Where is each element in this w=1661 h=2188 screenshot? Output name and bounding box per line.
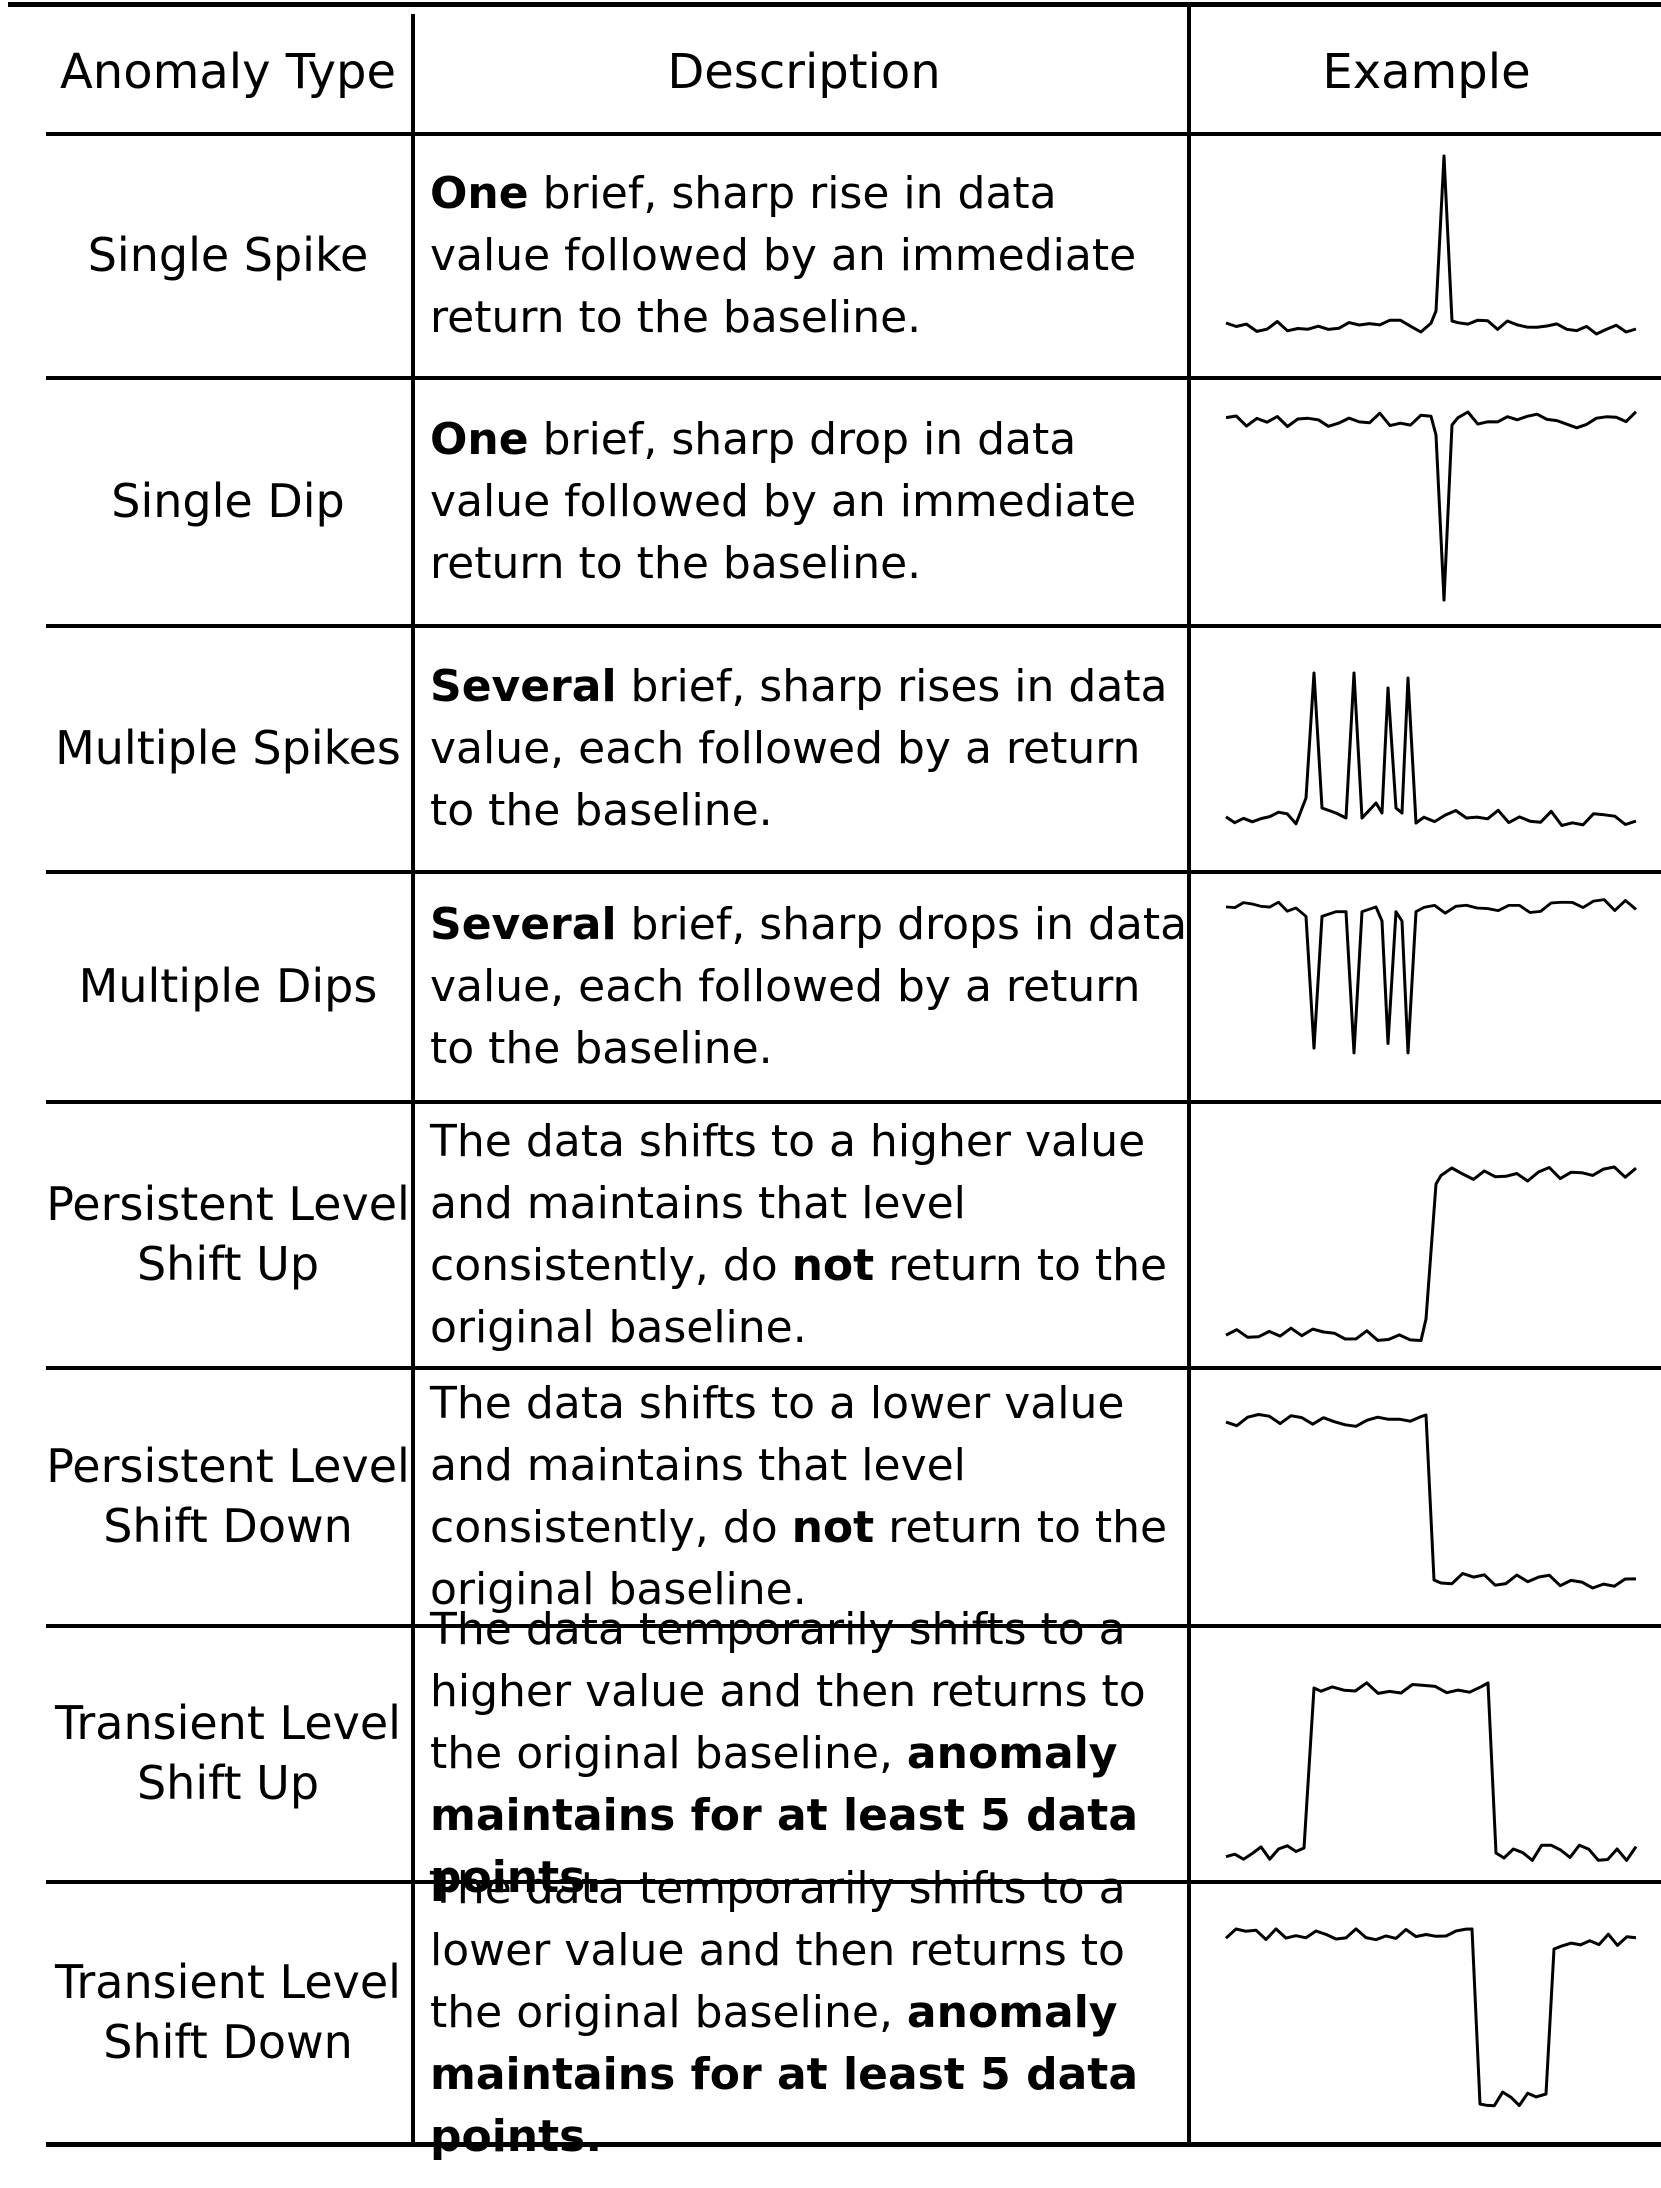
example-line-multiple-dips <box>1225 898 1638 1055</box>
description-text: One brief, sharp rise in data value foll… <box>430 163 1190 349</box>
description-text: One brief, sharp drop in data value foll… <box>430 409 1190 595</box>
column-rule-right <box>1187 2 1191 2142</box>
anomaly-type-label: Shift Up <box>136 1756 320 1810</box>
description-cell: One brief, sharp rise in data value foll… <box>430 136 1190 376</box>
example-line-single-spike <box>1225 154 1637 336</box>
description-emphasis: Several <box>430 661 617 712</box>
anomaly-type-label: Single Dip <box>111 474 345 529</box>
description-span: The data shifts to a lower value and mai… <box>430 1378 1125 1553</box>
description-text: The data temporarily shifts to a higher … <box>430 1599 1190 1909</box>
anomaly-type-cell: Transient Level Shift Down <box>40 1884 416 2142</box>
example-sparkline <box>1225 1413 1637 1590</box>
row-rule <box>46 1100 1661 1104</box>
description-span: brief, sharp drops in data value, each f… <box>430 899 1188 1074</box>
header-description: Description <box>667 44 941 100</box>
anomaly-type-cell: Single Spike <box>40 136 416 376</box>
description-span: return to the original baseline. <box>430 1502 1168 1615</box>
description-span: brief, sharp rises in data value, each f… <box>430 661 1168 836</box>
description-emphasis: One <box>430 414 529 465</box>
description-emphasis: anomaly maintains for at least 5 data po… <box>430 1987 1139 2162</box>
description-span: The data shifts to a higher value and ma… <box>430 1116 1146 1291</box>
anomaly-type-label: Shift Up <box>136 1237 320 1291</box>
description-emphasis: not <box>791 1502 875 1553</box>
description-cell: The data shifts to a higher value and ma… <box>430 1104 1190 1366</box>
header-rule <box>46 132 1661 136</box>
row-rule <box>46 376 1661 380</box>
anomaly-type-label: Multiple Spikes <box>55 721 401 776</box>
example-sparkline <box>1225 898 1638 1055</box>
example-line-transient-up <box>1225 1681 1638 1862</box>
description-emphasis: One <box>430 168 529 219</box>
row-rule <box>46 1366 1661 1370</box>
example-sparkline <box>1224 1927 1637 2108</box>
description-span: brief, sharp rise in data value followed… <box>430 168 1137 343</box>
description-text: Several brief, sharp rises in data value… <box>430 656 1190 842</box>
description-span: return to the original baseline. <box>430 1240 1168 1353</box>
description-emphasis: anomaly maintains for at least 5 data po… <box>430 1728 1139 1903</box>
example-cell <box>1196 1370 1656 1624</box>
anomaly-type-label: Transient Level <box>55 1696 401 1751</box>
anomaly-type-cell: Single Dip <box>40 380 416 624</box>
description-span: brief, sharp drop in data value followed… <box>430 414 1137 589</box>
description-text: Several brief, sharp drops in data value… <box>430 894 1190 1080</box>
column-rule-left <box>411 14 415 2142</box>
anomaly-type-label: Persistent Level <box>46 1439 410 1494</box>
row-rule <box>46 870 1661 874</box>
example-line-multiple-spikes <box>1225 671 1637 827</box>
anomaly-type-label: Multiple Dips <box>78 959 378 1014</box>
description-span: The data temporarily shifts to a higher … <box>430 1604 1146 1779</box>
header-example: Example <box>1322 44 1531 100</box>
description-cell: The data temporarily shifts to a lower v… <box>430 1863 1190 2162</box>
example-cell <box>1196 380 1656 624</box>
row-rule <box>46 624 1661 628</box>
anomaly-type-label: Shift Down <box>103 1499 353 1553</box>
anomaly-type-cell: Transient Level Shift Up <box>40 1628 416 1880</box>
description-cell: The data temporarily shifts to a higher … <box>430 1604 1190 1903</box>
description-text: The data temporarily shifts to a lower v… <box>430 1858 1190 2168</box>
row-rule <box>46 1880 1661 1884</box>
anomaly-type-cell: Multiple Spikes <box>40 628 416 870</box>
anomaly-type-label: Shift Down <box>103 2015 353 2069</box>
example-line-persistent-up <box>1225 1165 1637 1342</box>
example-cell <box>1196 1104 1656 1366</box>
row-rule <box>46 1624 1661 1628</box>
description-cell: The data shifts to a lower value and mai… <box>430 1370 1190 1624</box>
table-top-rule <box>8 2 1661 7</box>
example-line-persistent-down <box>1225 1413 1637 1590</box>
example-sparkline <box>1225 1165 1637 1342</box>
example-cell <box>1196 1884 1656 2142</box>
table-bottom-rule <box>46 2142 1661 2147</box>
example-sparkline <box>1225 671 1637 827</box>
anomaly-type-label: Transient Level <box>55 1955 401 2010</box>
description-emphasis: not <box>791 1240 875 1291</box>
anomaly-type-label: Persistent Level <box>46 1177 410 1232</box>
example-line-transient-down <box>1224 1927 1637 2108</box>
description-text: The data shifts to a lower value and mai… <box>430 1373 1190 1621</box>
description-emphasis: Several <box>430 899 617 950</box>
anomaly-type-cell: Persistent Level Shift Down <box>40 1370 416 1624</box>
description-text: The data shifts to a higher value and ma… <box>430 1111 1190 1359</box>
description-span: The data temporarily shifts to a lower v… <box>430 1863 1126 2038</box>
example-cell <box>1196 874 1656 1100</box>
example-cell <box>1196 136 1656 376</box>
example-sparkline <box>1225 410 1638 602</box>
anomaly-type-label: Single Spike <box>87 228 369 283</box>
header-anomaly-type: Anomaly Type <box>59 44 397 100</box>
example-cell <box>1196 628 1656 870</box>
description-cell: Several brief, sharp rises in data value… <box>430 628 1190 870</box>
anomaly-type-cell: Persistent Level Shift Up <box>40 1104 416 1366</box>
example-line-single-dip <box>1225 410 1638 602</box>
example-sparkline <box>1225 1681 1638 1862</box>
anomaly-type-cell: Multiple Dips <box>40 874 416 1100</box>
example-cell <box>1196 1628 1656 1880</box>
example-sparkline <box>1225 154 1637 336</box>
description-cell: Several brief, sharp drops in data value… <box>430 874 1190 1100</box>
description-cell: One brief, sharp drop in data value foll… <box>430 380 1190 624</box>
